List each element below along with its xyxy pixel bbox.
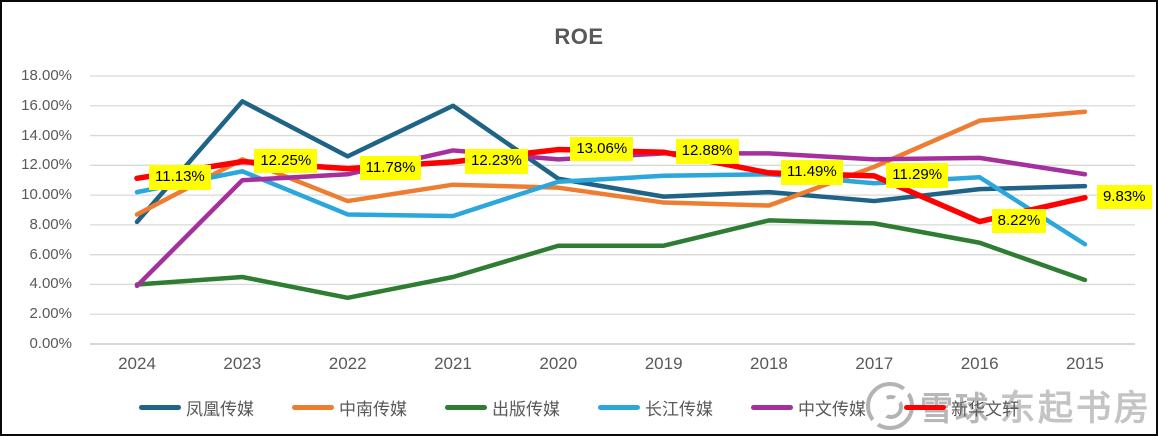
y-axis-tick-label: 18.00% — [21, 67, 72, 84]
legend-item-出版传媒: 出版传媒 — [445, 395, 560, 420]
series-line-中南传媒 — [134, 109, 1088, 217]
chart-title: ROE — [554, 24, 604, 49]
x-axis-tick-label: 2021 — [434, 354, 472, 373]
chart-legend: 凤凰传媒 中南传媒 出版传媒 长江传媒 中文传媒 新华文轩 — [139, 395, 1019, 420]
y-axis-tick-label: 0.00% — [29, 335, 72, 352]
series-line-凤凰传媒 — [134, 99, 1088, 225]
data-label-2017: 11.29% — [886, 162, 949, 188]
legend-item-中文传媒: 中文传媒 — [751, 395, 866, 420]
legend-label: 中南传媒 — [339, 400, 407, 419]
data-label-2023: 12.25% — [254, 148, 318, 174]
series-line-出版传媒 — [134, 218, 1088, 301]
x-axis-tick-label: 2015 — [1066, 354, 1104, 373]
y-axis-tick-label: 14.00% — [21, 126, 72, 144]
y-axis-tick-label: 16.00% — [21, 96, 72, 114]
data-label-2015: 9.83% — [1096, 184, 1152, 210]
x-axis-tick-label: 2016 — [960, 354, 999, 373]
x-axis-tick-label: 2018 — [750, 354, 788, 373]
data-label-2024: 11.13% — [149, 165, 211, 191]
legend-label: 凤凰传媒 — [186, 400, 254, 419]
legend-swatch-icon — [292, 405, 334, 410]
data-label-2016: 8.22% — [991, 208, 1047, 234]
legend-swatch-icon — [751, 405, 793, 410]
legend-swatch-icon — [445, 405, 487, 410]
x-axis-tick-label: 2023 — [223, 354, 262, 373]
legend-label: 出版传媒 — [492, 400, 560, 419]
legend-item-凤凰传媒: 凤凰传媒 — [139, 395, 254, 420]
x-axis-tick-label: 2019 — [644, 354, 683, 373]
legend-swatch-icon — [598, 405, 640, 410]
legend-swatch-icon — [139, 405, 181, 410]
data-label-2018: 11.49% — [780, 159, 843, 185]
legend-label: 长江传媒 — [645, 400, 713, 419]
y-axis-tick-label: 2.00% — [29, 305, 72, 323]
y-axis-tick-label: 4.00% — [29, 275, 72, 293]
y-axis-tick-label: 12.00% — [21, 156, 72, 174]
y-axis-tick-label: 10.00% — [21, 186, 72, 204]
y-axis-tick-label: 8.00% — [29, 215, 72, 233]
data-label-2022: 11.78% — [359, 155, 422, 181]
x-axis-tick-label: 2020 — [539, 354, 578, 373]
legend-item-长江传媒: 长江传媒 — [598, 395, 713, 420]
legend-label: 中文传媒 — [798, 400, 866, 419]
legend-label: 新华文轩 — [951, 400, 1019, 419]
legend-item-新华文轩: 新华文轩 — [904, 395, 1019, 420]
legend-swatch-icon — [904, 405, 946, 410]
data-label-2020: 13.06% — [570, 136, 634, 162]
y-axis-tick-label: 6.00% — [29, 245, 72, 263]
x-axis-tick-label: 2017 — [855, 354, 894, 373]
x-axis-tick-label: 2022 — [328, 354, 367, 373]
x-axis-tick-label: 2024 — [118, 354, 156, 373]
legend-item-中南传媒: 中南传媒 — [292, 395, 407, 420]
data-label-2021: 12.23% — [464, 148, 528, 174]
data-label-2019: 12.88% — [675, 139, 739, 164]
